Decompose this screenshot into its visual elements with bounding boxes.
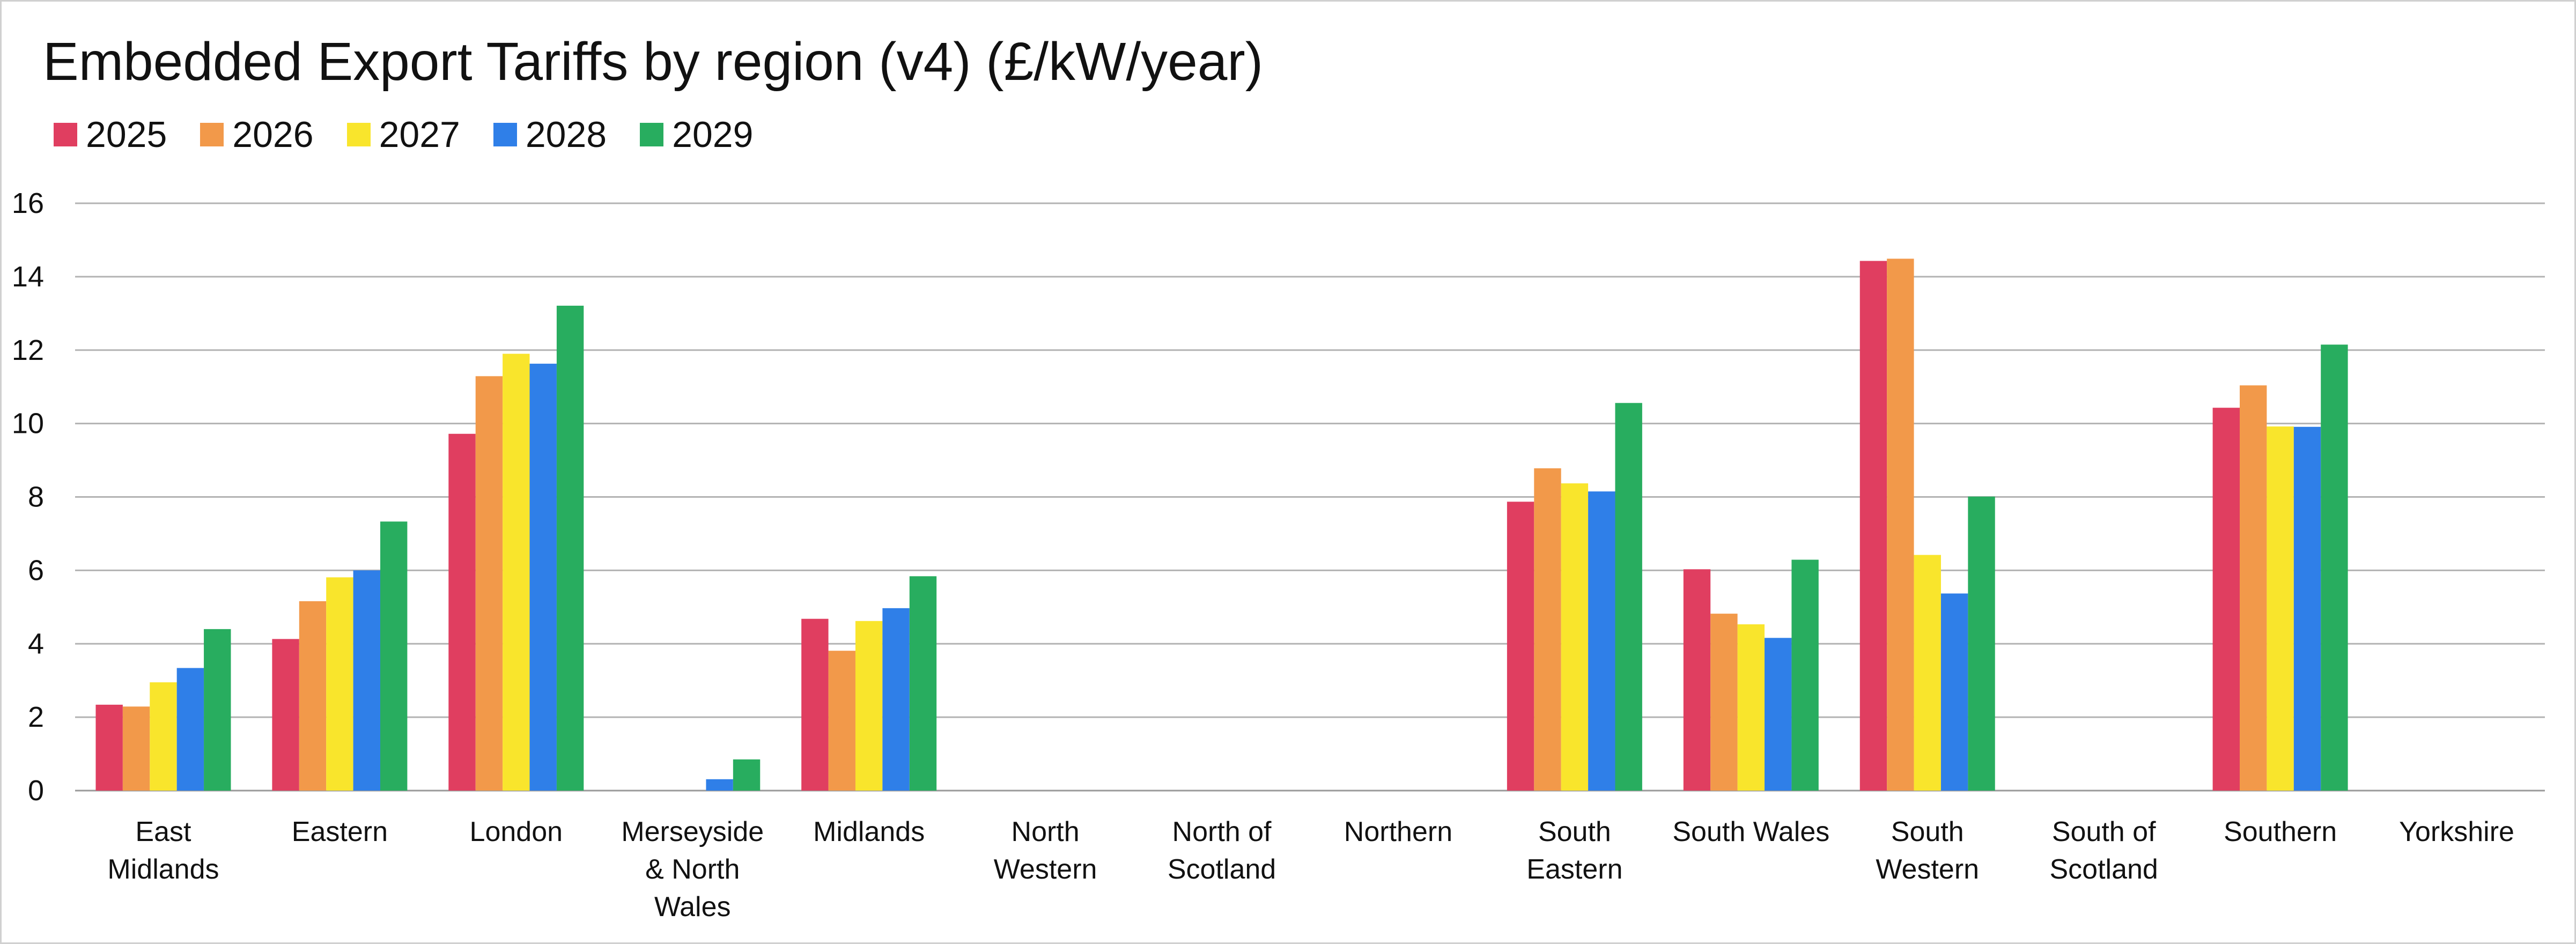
legend-swatch xyxy=(493,123,517,146)
legend-item-2027: 2027 xyxy=(346,114,460,156)
y-tick-label: 10 xyxy=(12,408,44,440)
bar-2026 xyxy=(2240,385,2267,791)
bar-2026 xyxy=(1710,614,1738,791)
bar-2027 xyxy=(855,621,883,791)
legend-label: 2025 xyxy=(86,114,167,155)
x-tick-label: East Midlands xyxy=(107,816,219,885)
x-tick-label: London xyxy=(470,816,563,847)
x-tick-label: North Western xyxy=(994,816,1097,885)
legend-swatch xyxy=(200,123,224,146)
bar-2027 xyxy=(1561,483,1589,791)
x-tick-label: Midlands xyxy=(813,816,925,847)
bar-2029 xyxy=(1968,496,1995,791)
bar-2029 xyxy=(204,629,231,791)
bar-2027 xyxy=(326,577,353,791)
bar-2026 xyxy=(1887,259,1914,791)
bar-2028 xyxy=(1940,593,1968,791)
bar-2026 xyxy=(1534,468,1561,791)
bar-2026 xyxy=(828,651,855,791)
chart-title: Embedded Export Tariffs by region (v4) (… xyxy=(43,32,1263,92)
x-tick-label: Merseyside & North Wales xyxy=(621,816,764,923)
bar-2028 xyxy=(2293,426,2321,791)
bar-2026 xyxy=(122,706,150,791)
legend-item-2029: 2029 xyxy=(640,114,753,156)
bar-2028 xyxy=(176,668,204,791)
x-tick-label: North of Scotland xyxy=(1168,816,1276,885)
bar-2025 xyxy=(1507,502,1534,791)
y-tick-label: 0 xyxy=(28,775,44,807)
x-tick-label: Eastern xyxy=(292,816,388,847)
legend-item-2025: 2025 xyxy=(54,114,167,156)
bar-2025 xyxy=(448,433,476,791)
x-tick-label: Yorkshire xyxy=(2399,816,2514,847)
bar-2029 xyxy=(380,521,408,791)
y-tick-label: 8 xyxy=(28,481,44,513)
bar-2029 xyxy=(1615,403,1642,791)
bar-2025 xyxy=(801,618,829,791)
y-tick-label: 14 xyxy=(12,261,44,293)
legend-label: 2026 xyxy=(232,114,314,155)
bar-2026 xyxy=(475,376,503,791)
bar-2027 xyxy=(1737,624,1765,791)
bar-2027 xyxy=(2267,426,2294,791)
bar-2028 xyxy=(706,779,733,791)
legend-swatch xyxy=(346,123,371,146)
bar-2028 xyxy=(353,570,380,791)
y-tick-label: 4 xyxy=(28,628,44,660)
bar-2029 xyxy=(2321,344,2348,791)
y-tick-label: 16 xyxy=(12,187,44,219)
bar-2028 xyxy=(882,608,910,791)
bar-2029 xyxy=(556,305,584,791)
bar-2029 xyxy=(733,759,761,791)
x-tick-label: South Western xyxy=(1876,816,1979,885)
y-tick-label: 2 xyxy=(28,701,44,733)
y-tick-label: 12 xyxy=(12,334,44,366)
x-tick-label: South Wales xyxy=(1672,816,1829,847)
bar-2029 xyxy=(909,576,937,791)
x-tick-label: South Eastern xyxy=(1526,816,1622,885)
legend: 2025 2026 2027 2028 2029 xyxy=(54,114,786,156)
legend-label: 2029 xyxy=(672,114,754,155)
bar-2025 xyxy=(1683,569,1711,791)
bar-2025 xyxy=(1859,261,1887,791)
bar-2025 xyxy=(95,704,123,791)
legend-item-2028: 2028 xyxy=(493,114,607,156)
legend-item-2026: 2026 xyxy=(200,114,314,156)
legend-label: 2028 xyxy=(525,114,607,155)
bar-2027 xyxy=(1914,555,1941,791)
bar-2027 xyxy=(150,682,177,791)
bar-2025 xyxy=(272,639,299,791)
x-tick-label: South of Scotland xyxy=(2049,816,2158,885)
bar-2028 xyxy=(529,364,557,791)
x-tick-label: Southern xyxy=(2224,816,2337,847)
legend-label: 2027 xyxy=(379,114,460,155)
bar-2026 xyxy=(299,601,327,791)
legend-swatch xyxy=(54,123,77,146)
legend-swatch xyxy=(640,123,664,146)
y-tick-label: 6 xyxy=(28,554,44,586)
x-tick-label: Northern xyxy=(1344,816,1452,847)
bar-2027 xyxy=(503,353,530,791)
bar-2025 xyxy=(2212,408,2240,791)
bar-2029 xyxy=(1791,559,1819,791)
bar-2028 xyxy=(1765,638,1792,791)
bar-2028 xyxy=(1588,491,1615,791)
